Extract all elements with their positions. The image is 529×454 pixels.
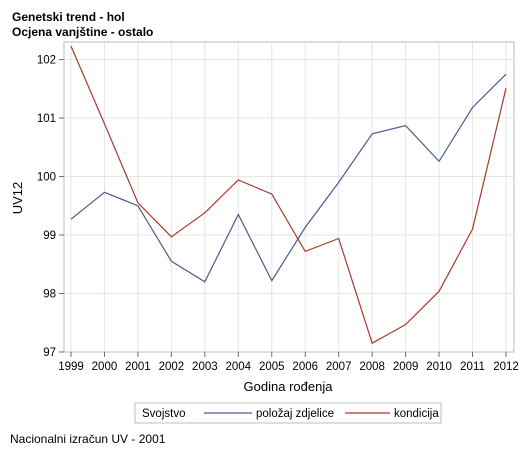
x-tick-label: 1999 <box>58 361 84 373</box>
x-axis-label: Godina rođenja <box>244 379 334 394</box>
legend-label-kondicija: kondicija <box>394 408 439 420</box>
y-tick-label: 100 <box>37 172 56 184</box>
x-tick-label: 2005 <box>259 361 285 373</box>
x-tick-label: 2004 <box>226 361 252 373</box>
y-tick-label: 97 <box>43 347 56 359</box>
legend-label-polozaj-zdjelice: položaj zdjelice <box>256 408 334 420</box>
x-tick-label: 2009 <box>393 361 419 373</box>
x-tick-label: 2001 <box>125 361 151 373</box>
y-tick-label: 99 <box>43 230 56 242</box>
legend: Svojstvo položaj zdjelice kondicija <box>134 402 442 424</box>
series-line-polozaj-zdjelice <box>70 73 507 283</box>
legend-title: Svojstvo <box>142 408 185 420</box>
y-tick-label: 102 <box>37 55 56 67</box>
x-tick-label: 2002 <box>159 361 185 373</box>
series-lines <box>70 45 507 345</box>
x-tick-label: 2000 <box>92 361 118 373</box>
y-tick-label: 98 <box>43 289 56 301</box>
series-line-kondicija <box>70 45 507 345</box>
chart-subtitle: Ocjena vanjštine - ostalo <box>12 25 154 39</box>
x-tick-label: 2011 <box>460 361 485 373</box>
x-tick-label: 2012 <box>493 361 519 373</box>
chart-title-block: Genetski trend - hol Ocjena vanjštine - … <box>12 10 153 40</box>
x-tick-label: 2006 <box>292 361 318 373</box>
x-tick-label: 2003 <box>192 361 218 373</box>
x-tick-label: 2007 <box>326 361 352 373</box>
y-tick-label: 101 <box>37 113 56 125</box>
y-axis-label: UV12 <box>10 182 25 215</box>
x-tick-label: 2008 <box>359 361 385 373</box>
legend-frame <box>134 402 442 424</box>
axes: 1999 2000 2001 2002 2003 2004 2005 2006 2007 2008… <box>37 55 519 373</box>
x-tick-label: 2010 <box>426 361 452 373</box>
chart-title: Genetski trend - hol <box>12 10 125 24</box>
footnote: Nacionalni izračun UV - 2001 <box>10 432 166 446</box>
plot-frame <box>63 41 515 353</box>
grid-lines <box>64 42 514 353</box>
